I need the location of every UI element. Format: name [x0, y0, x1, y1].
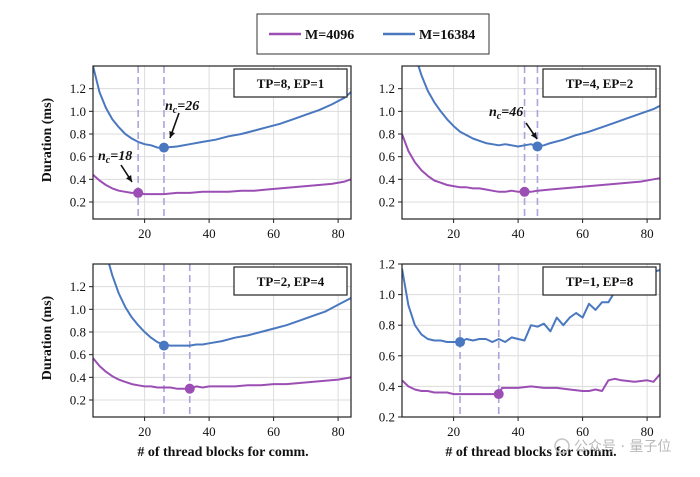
y-tick-label: 1.0	[379, 287, 395, 302]
panel-label-text: TP=2, EP=4	[257, 274, 325, 289]
legend-label-m4096: M=4096	[305, 28, 354, 43]
annotation-label: nc=46	[489, 105, 523, 122]
x-axis-label-right: # of thread blocks for comm.	[445, 445, 616, 460]
optimal-point-m4096	[184, 383, 195, 394]
x-tick-label: 60	[267, 424, 280, 439]
annotation-arrowhead	[530, 132, 537, 139]
y-tick-label: 0.6	[70, 347, 87, 362]
panel-3: 20 40 60 80 0.2 0.4 0.6 0.8 1.0 1.2 TP=2, EP=4	[70, 263, 352, 439]
panel-label-text: TP=4, EP=2	[566, 76, 634, 91]
y-tick-label: 0.2	[70, 195, 86, 210]
watermark: 公众号 · 量子位	[554, 438, 671, 455]
annotation-subscript: c	[106, 155, 111, 166]
y-tick-label: 0.2	[379, 410, 395, 425]
y-tick-label: 0.6	[379, 348, 396, 363]
y-tick-label: 0.8	[70, 325, 86, 340]
annotation-arrowhead	[126, 175, 132, 182]
y-tick-label: 0.6	[379, 149, 396, 164]
panel-label-text: TP=1, EP=8	[566, 274, 634, 289]
annotation-subscript: c	[173, 105, 178, 116]
series-line-m4096	[402, 373, 660, 396]
y-tick-label: 1.2	[379, 81, 395, 96]
y-tick-label: 1.0	[70, 302, 86, 317]
annotation-subscript: c	[497, 111, 502, 122]
annotation-value: =18	[110, 149, 132, 164]
y-tick-label: 1.0	[379, 104, 395, 119]
y-tick-label: 1.2	[70, 279, 86, 294]
y-tick-label: 0.4	[70, 172, 87, 187]
y-tick-label: 0.2	[379, 195, 395, 210]
annotation-n: n	[98, 149, 106, 164]
y-tick-label: 0.8	[70, 127, 86, 142]
x-tick-label: 20	[138, 226, 151, 241]
series-line-m4096	[402, 133, 660, 193]
x-tick-label: 40	[203, 424, 216, 439]
series-line-m4096	[93, 357, 351, 390]
panel-label-text: TP=8, EP=1	[257, 76, 325, 91]
panel-frame	[92, 263, 352, 418]
x-axis-label-left: # of thread blocks for comm.	[137, 445, 308, 460]
y-tick-label: 1.2	[70, 81, 86, 96]
x-tick-label: 40	[512, 226, 525, 241]
panel-4: 20 40 60 80 0.2 0.4 0.6 0.8 1.0 1.2 TP=1, EP=8	[379, 257, 661, 439]
annotation-value: =26	[177, 99, 199, 114]
watermark-text: 公众号 · 量子位	[574, 439, 671, 455]
y-tick-label: 0.2	[70, 393, 86, 408]
y-tick-label: 0.8	[379, 127, 395, 142]
x-tick-label: 20	[447, 226, 460, 241]
y-tick-label: 1.0	[70, 104, 86, 119]
panel-label-box	[233, 266, 348, 296]
series-group	[93, 66, 351, 196]
panel-label-box	[233, 68, 348, 98]
series-line-m4096	[93, 174, 351, 196]
x-tick-label: 60	[576, 226, 589, 241]
watermark-icon	[554, 438, 570, 454]
panel-frame	[401, 263, 661, 418]
panel-label-box	[542, 68, 657, 98]
x-tick-label: 60	[576, 424, 589, 439]
x-tick-label: 60	[267, 226, 280, 241]
y-tick-label: 1.2	[379, 257, 395, 272]
y-axis-label-bottom: Duration (ms)	[40, 295, 55, 380]
y-tick-label: 0.4	[70, 370, 87, 385]
y-tick-label: 0.4	[379, 379, 396, 394]
annotation-n: n	[489, 105, 497, 120]
panel-frame	[92, 65, 352, 220]
x-tick-label: 20	[447, 424, 460, 439]
x-tick-label: 80	[641, 226, 654, 241]
legend-label-m16384: M=16384	[419, 28, 475, 43]
series-group	[402, 66, 660, 193]
panel-2: 20 40 60 80 0.2 0.4 0.6 0.8 1.0 1.2 TP=4, EP=2 nc=4…	[379, 65, 661, 241]
annotation-label: nc=26	[165, 99, 199, 116]
panel-frame	[401, 65, 661, 220]
optimal-point-m4096	[519, 186, 530, 197]
y-axis-label-top: Duration (ms)	[40, 97, 55, 182]
annotation-n: n	[165, 99, 173, 114]
optimal-point-m16384	[158, 142, 169, 153]
annotation-label: nc=18	[98, 149, 132, 166]
annotation-arrowhead	[169, 131, 175, 138]
x-tick-label: 80	[332, 226, 345, 241]
x-tick-label: 80	[641, 424, 654, 439]
x-tick-label: 20	[138, 424, 151, 439]
optimal-point-m16384	[532, 141, 543, 152]
x-tick-label: 40	[512, 424, 525, 439]
x-tick-label: 80	[332, 424, 345, 439]
series-line-m16384	[108, 264, 351, 347]
annotation-value: =46	[501, 105, 523, 120]
panel-1: 20 40 60 800.20.40.60.81.01.2 TP=8, EP=1nc=1…	[70, 65, 352, 241]
y-tick-label: 0.4	[379, 172, 396, 187]
optimal-point-m4096	[493, 389, 504, 400]
optimal-point-m16384	[455, 337, 466, 348]
series-line-m16384	[417, 66, 660, 148]
y-tick-label: 0.6	[70, 149, 87, 164]
optimal-point-m4096	[133, 187, 144, 198]
optimal-point-m16384	[158, 340, 169, 351]
panel-label-box	[542, 266, 657, 296]
legend: M=4096 M=16384	[256, 13, 490, 55]
x-tick-label: 40	[203, 226, 216, 241]
series-line-m16384	[93, 66, 351, 149]
y-tick-label: 0.8	[379, 318, 395, 333]
